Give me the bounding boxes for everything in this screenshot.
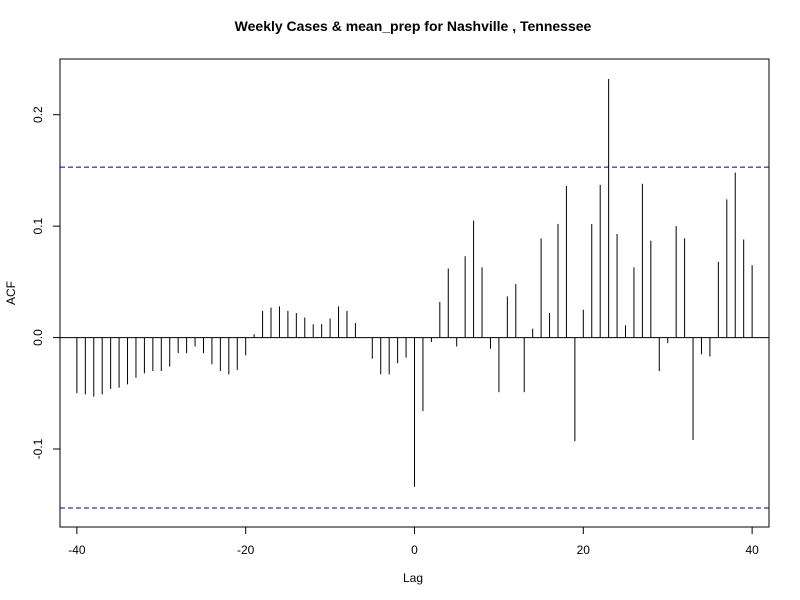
x-axis: -40 -20 0 20 40 [68, 526, 759, 557]
y-tick-label: 0.2 [31, 106, 45, 123]
chart-title: Weekly Cases & mean_prep for Nashville ,… [235, 18, 592, 34]
confidence-bounds [60, 166, 769, 509]
x-tick-label: -20 [237, 543, 255, 557]
y-tick-label: -0.1 [31, 438, 45, 459]
y-axis-label: ACF [4, 281, 18, 305]
y-tick-label: 0.0 [31, 329, 45, 346]
x-tick-label: 40 [745, 543, 759, 557]
x-tick-label: 0 [411, 543, 418, 557]
y-axis: -0.1 0.0 0.1 0.2 [31, 106, 61, 459]
x-tick-label: 20 [577, 543, 591, 557]
y-tick-label: 0.1 [31, 217, 45, 234]
x-tick-label: -40 [68, 543, 86, 557]
acf-bars [76, 79, 753, 487]
x-axis-label: Lag [403, 571, 423, 585]
